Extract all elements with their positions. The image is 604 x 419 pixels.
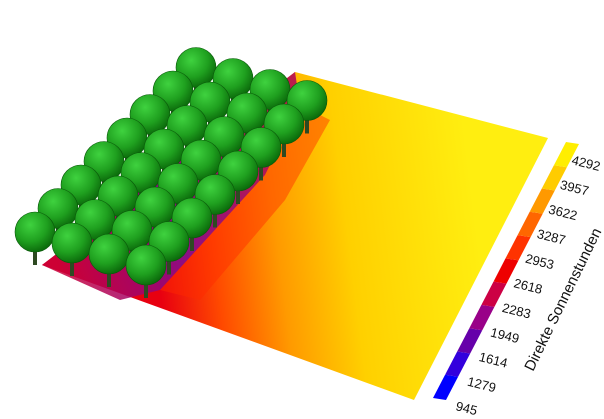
tree-trunk <box>107 266 111 287</box>
legend-tick-label: 945 <box>454 398 479 418</box>
legend-color-step <box>553 142 579 168</box>
tree-trunk <box>236 183 240 204</box>
legend-color-step <box>505 235 531 261</box>
legend-title: Direkte Sonnenstunden <box>521 225 604 373</box>
tree-crown <box>51 222 93 264</box>
tree <box>14 211 56 265</box>
legend-tick-label: 1949 <box>489 325 521 347</box>
legend-tick-label: 2618 <box>512 275 544 297</box>
tree <box>88 233 130 287</box>
tree-trunk <box>70 255 74 276</box>
tree-crown <box>88 233 130 275</box>
legend-color-step <box>481 281 507 307</box>
tree-crown <box>125 244 167 286</box>
legend-color-step <box>541 165 567 191</box>
legend-tick-label: 1279 <box>466 374 498 396</box>
legend-color-step <box>469 304 495 331</box>
legend-tick-label: 3622 <box>547 202 579 224</box>
legend-color-step <box>529 188 555 214</box>
legend-color-step <box>445 351 471 377</box>
tree-trunk <box>305 112 309 134</box>
tree-trunk <box>190 230 194 251</box>
sunlight-field <box>42 72 548 400</box>
legend-backing <box>418 140 564 397</box>
legend-color-step <box>517 211 543 238</box>
tree-trunk <box>33 244 37 265</box>
tree <box>125 244 167 298</box>
legend-color-step <box>493 258 519 284</box>
tree-trunk <box>213 206 217 228</box>
legend-tick-label: 3957 <box>559 177 591 199</box>
tree-trunk <box>259 159 263 181</box>
shadow-fringe <box>160 105 330 300</box>
tree-crown <box>14 211 56 253</box>
legend-color-step <box>457 328 483 354</box>
tree-grid <box>14 47 328 298</box>
legend-tick-label: 4292 <box>570 152 602 174</box>
tree-trunk <box>144 277 148 298</box>
legend-color-bar <box>433 142 579 400</box>
tree-trunk <box>167 253 171 275</box>
legend-tick-label: 2283 <box>501 300 533 322</box>
tree-trunk <box>282 136 286 157</box>
legend-tick-label: 2953 <box>524 251 556 273</box>
legend-tick-label: 3287 <box>535 226 567 248</box>
legend-tick-label: 1614 <box>477 349 509 371</box>
legend-color-step <box>433 374 459 400</box>
